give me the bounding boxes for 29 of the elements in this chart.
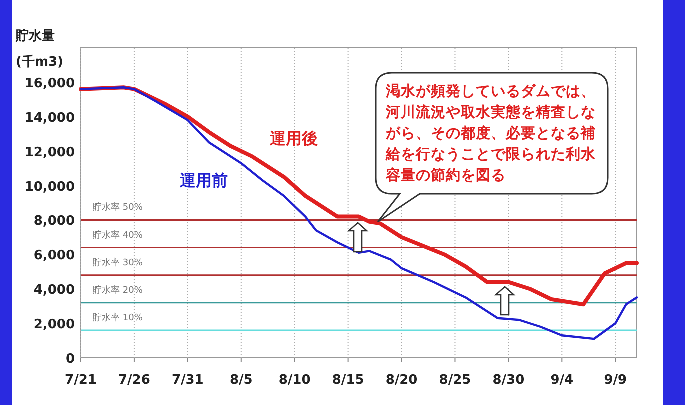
x-tick-label: 8/30	[492, 373, 525, 388]
ref-line-label: 貯水率 30%	[93, 257, 144, 268]
x-tick-label: 7/31	[172, 373, 204, 388]
x-tick-label: 8/5	[230, 373, 253, 388]
x-tick-label: 9/4	[550, 373, 574, 388]
y-tick-label: 10,000	[24, 180, 75, 195]
y-tick-label: 6,000	[34, 248, 75, 264]
x-tick-label: 8/15	[332, 373, 364, 388]
x-tick-label: 8/20	[386, 373, 418, 388]
x-tick-label: 7/21	[65, 373, 97, 388]
y-tick-label: 8,000	[34, 214, 75, 230]
x-tick-label: 8/25	[439, 373, 472, 388]
y-tick-label: 12,000	[24, 145, 75, 160]
y-tick-label: 4,000	[34, 283, 75, 298]
y-tick-label: 16,000	[24, 76, 75, 92]
ref-line-label: 貯水率 50%	[93, 202, 144, 214]
ref-line-label: 貯水率 10%	[93, 312, 144, 324]
y-axis-title: 貯水量(千m3)	[15, 28, 64, 70]
x-tick-label: 8/10	[278, 373, 311, 388]
x-tick-label: 7/26	[118, 373, 150, 388]
x-tick-label: 9/9	[604, 373, 628, 388]
ref-line-label: 貯水率 20%	[93, 284, 144, 296]
y-tick-label: 0	[66, 352, 75, 367]
series-label: 運用後	[269, 129, 318, 148]
y-tick-label: 2,000	[34, 318, 75, 333]
series-label: 運用前	[179, 171, 228, 190]
y-tick-label: 14,000	[24, 110, 75, 126]
ref-line-label: 貯水率 40%	[93, 230, 144, 241]
annotation: 渇水が頻発しているダムでは、河川流況や取水実態を精査しながら、その都度、必要となる補給を行なうことで限られた利水容量の節約を図る	[385, 83, 597, 184]
